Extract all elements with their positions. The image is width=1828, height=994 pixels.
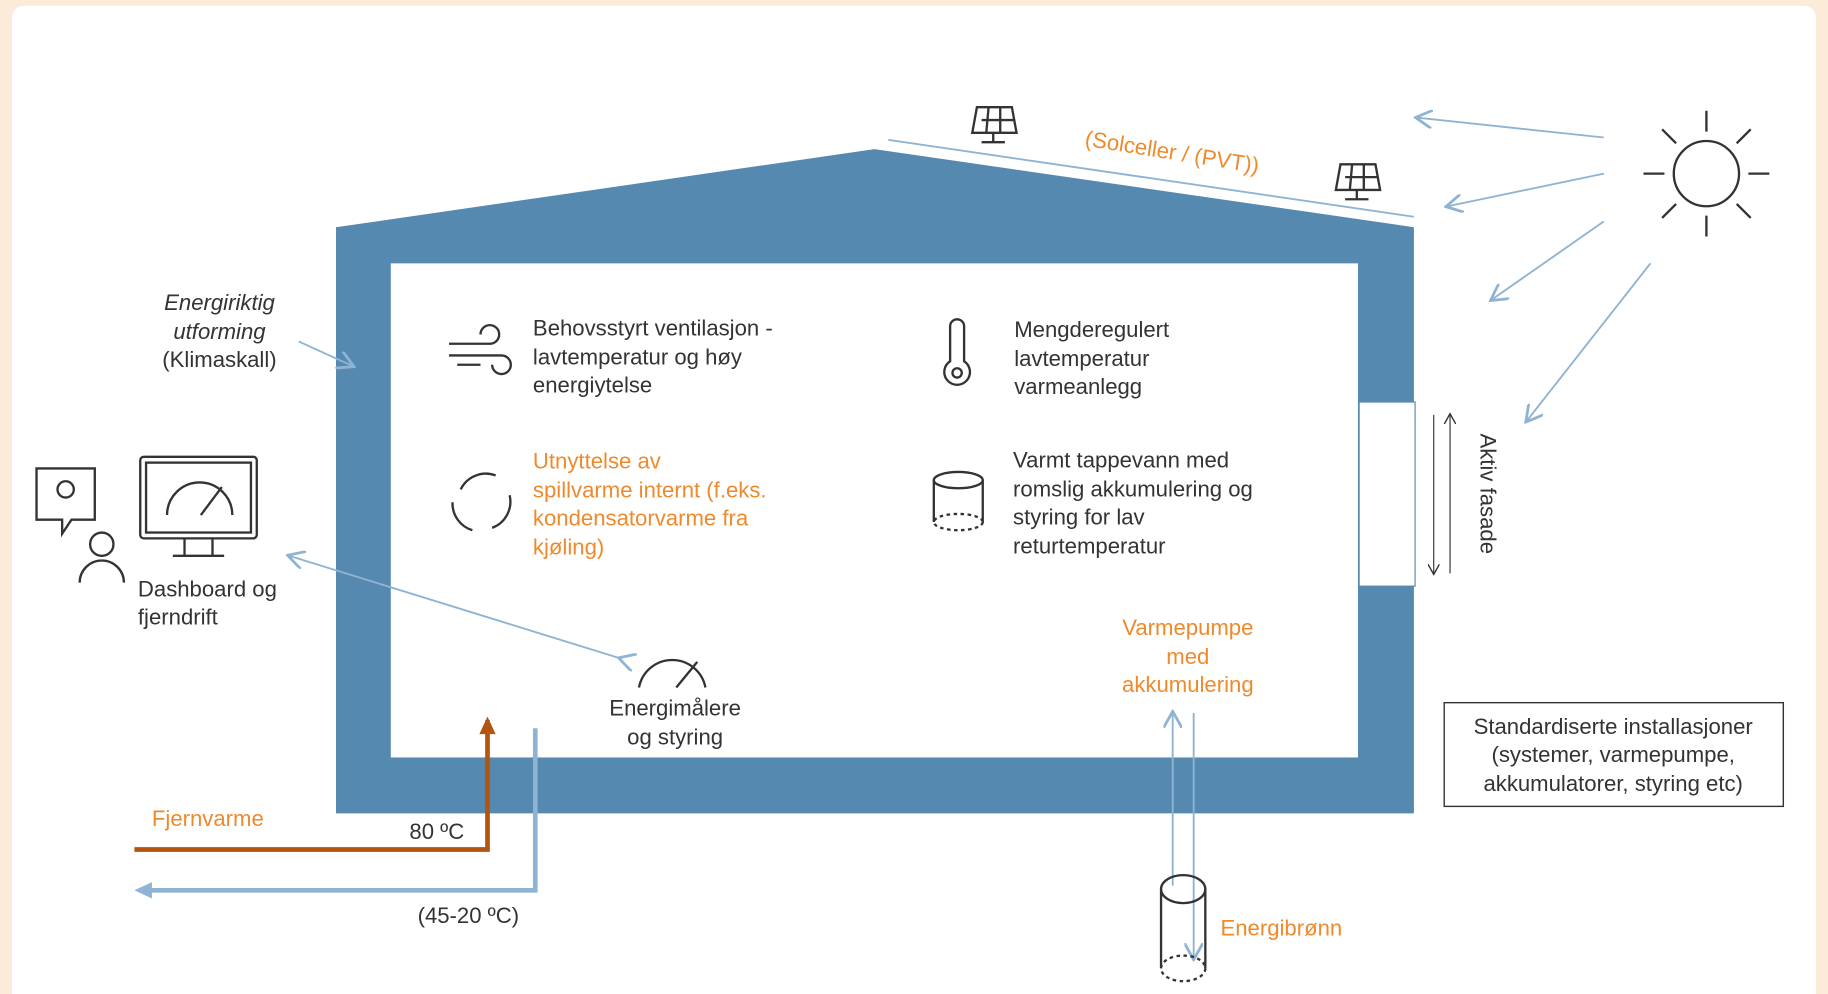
envelope-label: (Klimaskall) [162,347,276,372]
waste-heat-label: kjøling) [533,535,604,560]
heat-pump-label: med [1166,644,1209,669]
envelope-label: Energiriktig [164,290,275,315]
waste-heat-label: kondensatorvarme fra [533,506,749,531]
standard-label: (systemer, varmepumpe, [1491,742,1734,767]
ventilation-label: lavtemperatur og høy [533,345,743,370]
dashboard-icon [35,455,258,583]
sun-rays [289,118,1652,659]
return-arrowhead [134,882,152,899]
borehole-icon [1159,873,1207,983]
facade-panel [1358,401,1416,587]
sun-icon [1643,110,1770,237]
ventilation-label: energiytelse [533,373,652,398]
heating-label: varmeanlegg [1014,374,1142,399]
tank-icon [932,470,984,532]
labels: Energiriktig utforming (Klimaskall) (Sol… [138,126,1753,941]
waste-heat-label: Utnyttelse av [533,448,661,473]
facade-label: Aktiv fasade [1475,433,1500,554]
meters-label: og styring [627,725,723,750]
gauge-icon [637,658,707,689]
roof-line [888,138,1415,218]
supply-temp-label: 80 ºC [409,819,464,844]
solar-panel-icon [970,106,1382,201]
meters-label: Energimålere [609,695,741,720]
heat-pump-label: Varmepumpe [1122,615,1253,640]
ventilation-label: Behovsstyrt ventilasjon - [533,316,773,341]
return-pipe [146,728,538,893]
thermometer-icon [943,318,972,386]
heating-label: lavtemperatur [1014,346,1149,371]
hot-water-label: romslig akkumulering og [1013,476,1253,501]
hot-water-label: returtemperatur [1013,534,1165,559]
dashboard-label: Dashboard og [138,577,277,602]
envelope-label: utforming [173,319,266,344]
wind-icon [449,323,512,376]
hot-water-label: styring for lav [1013,504,1145,529]
hot-water-label: Varmt tappevann med [1013,447,1229,472]
heating-label: Mengderegulert [1014,317,1169,342]
borehole-label: Energibrønn [1220,916,1342,941]
heat-pump-label: akkumulering [1122,672,1254,697]
standard-label: Standardiserte installasjoner [1474,714,1753,739]
district-heating-label: Fjernvarme [152,806,264,831]
recycle-icon [451,472,512,532]
supply-pipe [134,720,490,852]
supply-arrowhead [479,716,496,735]
standard-box [1443,701,1785,808]
dashboard-label: fjerndrift [138,605,218,630]
standard-label: akkumulatorer, styring etc) [1483,771,1742,796]
interior [390,263,1358,758]
return-temp-label: (45-20 ºC) [418,903,520,928]
waste-heat-label: spillvarme internt (f.eks. [533,478,767,503]
